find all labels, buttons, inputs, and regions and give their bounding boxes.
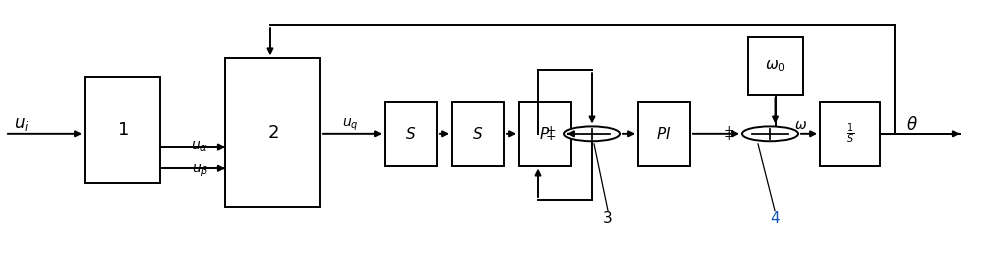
Text: +: + <box>545 130 556 143</box>
Text: 3: 3 <box>603 211 613 226</box>
Bar <box>452 102 504 166</box>
Text: +: + <box>723 130 734 143</box>
Text: $\mathit{\theta}$: $\mathit{\theta}$ <box>906 116 918 134</box>
Text: $\mathit{u_\beta}$: $\mathit{u_\beta}$ <box>192 163 208 179</box>
Bar <box>519 102 571 166</box>
Text: +: + <box>545 123 556 137</box>
Bar <box>748 37 803 95</box>
Text: $\mathit{1}$: $\mathit{1}$ <box>117 121 128 139</box>
Text: $\mathit{2}$: $\mathit{2}$ <box>267 123 278 142</box>
Bar <box>385 102 437 166</box>
Text: +: + <box>723 123 734 137</box>
Text: $\frac{1}{S}$: $\frac{1}{S}$ <box>846 122 854 146</box>
Text: $\mathit{u_q}$: $\mathit{u_q}$ <box>342 116 358 133</box>
Bar <box>225 58 320 207</box>
Text: $\mathit{S}$: $\mathit{S}$ <box>472 126 484 142</box>
Bar <box>820 102 880 166</box>
Bar <box>85 77 160 183</box>
Text: 4: 4 <box>770 211 780 226</box>
Bar <box>638 102 690 166</box>
Text: $\mathit{PI}$: $\mathit{PI}$ <box>656 126 672 142</box>
Text: $\mathit{S}$: $\mathit{S}$ <box>405 126 417 142</box>
Text: $\mathit{\omega}$: $\mathit{\omega}$ <box>794 118 806 131</box>
Text: $\mathit{u_\alpha}$: $\mathit{u_\alpha}$ <box>191 140 209 154</box>
Text: $\mathit{P}$: $\mathit{P}$ <box>539 126 551 142</box>
Text: $\mathit{u_i}$: $\mathit{u_i}$ <box>14 116 30 133</box>
Circle shape <box>564 126 620 141</box>
Text: $\omega_0$: $\omega_0$ <box>765 58 786 74</box>
Circle shape <box>742 126 798 141</box>
